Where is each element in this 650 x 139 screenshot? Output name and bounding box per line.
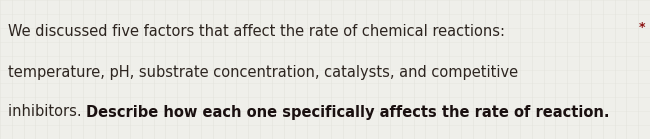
Text: *: * bbox=[639, 22, 645, 34]
Text: temperature, pH, substrate concentration, catalysts, and competitive: temperature, pH, substrate concentration… bbox=[8, 64, 518, 80]
Text: Describe how each one specifically affects the rate of reaction.: Describe how each one specifically affec… bbox=[86, 105, 610, 120]
Text: We discussed five factors that affect the rate of chemical reactions:: We discussed five factors that affect th… bbox=[8, 24, 505, 39]
Text: inhibitors.: inhibitors. bbox=[8, 105, 86, 120]
